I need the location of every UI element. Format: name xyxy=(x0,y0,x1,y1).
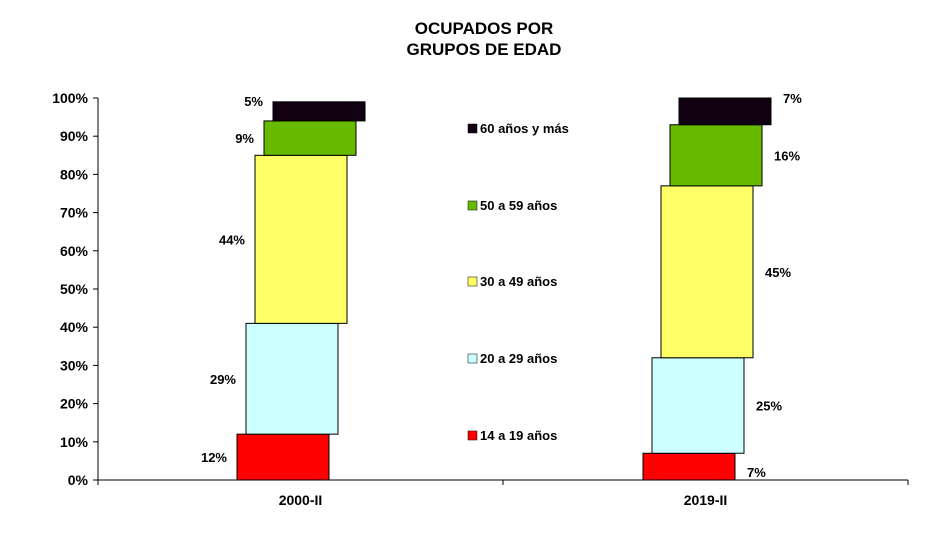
x-tick-label: 2000-II xyxy=(279,492,323,508)
bar-segment-0-0 xyxy=(236,433,330,481)
data-label-0-4: 5% xyxy=(244,94,263,109)
legend-label-1: 20 a 29 años xyxy=(480,351,557,366)
y-tick-label: 10% xyxy=(60,434,89,450)
data-label-0-0: 12% xyxy=(201,450,227,465)
legend-swatch-0 xyxy=(467,430,478,441)
bar-segment-0-2 xyxy=(254,154,348,324)
y-tick-label: 90% xyxy=(60,128,89,144)
data-label-0-1: 29% xyxy=(210,372,236,387)
legend-label-0: 14 a 19 años xyxy=(480,428,557,443)
legend-swatch-2 xyxy=(467,276,478,287)
bar-segment-1-2 xyxy=(660,185,754,359)
data-label-1-2: 45% xyxy=(765,265,791,280)
y-tick-label: 0% xyxy=(68,472,89,488)
y-tick-label: 30% xyxy=(60,357,89,373)
legend-swatch-3 xyxy=(467,200,478,211)
legend-label-3: 50 a 59 años xyxy=(480,198,557,213)
chart-title-line2: GRUPOS DE EDAD xyxy=(407,40,562,59)
bar-segment-1-0 xyxy=(642,452,736,481)
data-label-0-3: 9% xyxy=(235,131,254,146)
y-tick-label: 40% xyxy=(60,319,89,335)
y-tick-label: 80% xyxy=(60,166,89,182)
bar-segment-1-3 xyxy=(669,124,763,187)
y-tick-label: 60% xyxy=(60,243,89,259)
chart-title-line1: OCUPADOS POR xyxy=(415,19,554,38)
bar-segment-1-4 xyxy=(678,97,772,126)
legend-swatch-1 xyxy=(467,353,478,364)
data-label-1-0: 7% xyxy=(747,465,766,480)
bar-segment-0-4 xyxy=(272,101,366,122)
bar-segment-0-3 xyxy=(263,120,357,156)
y-tick-label: 70% xyxy=(60,205,89,221)
data-label-1-4: 7% xyxy=(783,91,802,106)
legend-label-4: 60 años y más xyxy=(480,121,569,136)
data-label-1-1: 25% xyxy=(756,399,782,414)
bar-segment-1-1 xyxy=(651,357,745,454)
y-tick-label: 50% xyxy=(60,281,89,297)
x-tick-label: 2019-II xyxy=(684,492,728,508)
legend-swatch-4 xyxy=(467,123,478,134)
bar-segment-0-1 xyxy=(245,322,339,435)
data-label-1-3: 16% xyxy=(774,148,800,163)
legend-label-2: 30 a 49 años xyxy=(480,274,557,289)
data-label-0-2: 44% xyxy=(219,232,245,247)
y-tick-label: 20% xyxy=(60,396,89,412)
y-tick-label: 100% xyxy=(52,90,88,106)
